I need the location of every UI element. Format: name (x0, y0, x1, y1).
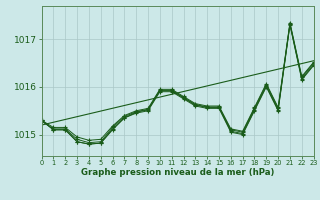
X-axis label: Graphe pression niveau de la mer (hPa): Graphe pression niveau de la mer (hPa) (81, 168, 274, 177)
